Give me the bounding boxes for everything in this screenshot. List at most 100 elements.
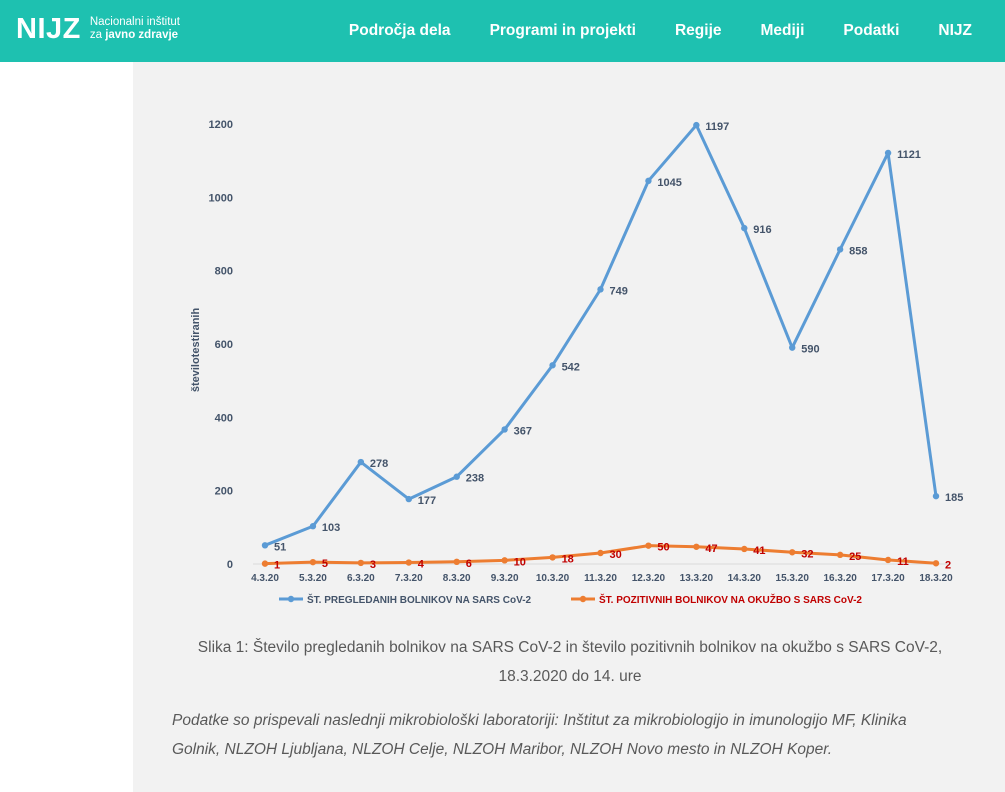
- data-label-positive: 10: [514, 556, 526, 568]
- data-label-tested: 1045: [657, 177, 681, 189]
- data-label-tested: 278: [370, 458, 388, 470]
- data-point-positive: [405, 559, 412, 566]
- nav-mediji[interactable]: Mediji: [760, 22, 805, 39]
- chart-figure: številotestiranih 0 200 400 600 800 1000 1200 4…: [171, 107, 970, 622]
- data-label-tested: 590: [801, 344, 819, 356]
- data-point-tested: [501, 426, 508, 433]
- legend-marker-positive: [579, 595, 587, 603]
- data-point-tested: [789, 344, 796, 351]
- x-tick-label: 6.3.20: [347, 573, 375, 584]
- data-label-positive: 18: [562, 553, 574, 565]
- data-label-tested: 542: [562, 361, 580, 373]
- x-tick-label: 15.3.20: [776, 573, 810, 584]
- x-tick-label: 10.3.20: [536, 573, 570, 584]
- data-point-positive: [549, 554, 556, 561]
- data-label-positive: 25: [849, 551, 861, 563]
- data-point-tested: [693, 121, 700, 129]
- data-point-positive: [789, 549, 796, 556]
- data-label-positive: 11: [897, 556, 909, 568]
- data-point-positive: [741, 545, 748, 553]
- site-header: NIJZ Nacionalni inštitut za javno zdravj…: [0, 0, 1005, 62]
- legend-label-tested: ŠT. PREGLEDANIH BOLNIKOV NA SARS CoV-2: [307, 593, 532, 606]
- logo-mark: NIJZ: [16, 13, 81, 45]
- data-label-positive: 41: [753, 545, 765, 557]
- data-label-positive: 5: [322, 558, 328, 570]
- x-tick-label: 12.3.20: [632, 573, 666, 584]
- nav-programi-in-projekti[interactable]: Programi in projekti: [489, 22, 636, 39]
- data-point-positive: [501, 557, 508, 564]
- logo-line-1: Nacionalni inštitut: [89, 16, 180, 28]
- data-label-positive: 32: [801, 548, 813, 560]
- data-point-positive: [453, 558, 460, 565]
- data-label-positive: 30: [610, 549, 622, 561]
- nijz-logo[interactable]: NIJZ Nacionalni inštitut za javno zdravj…: [16, 14, 180, 44]
- data-label-positive: 3: [370, 559, 376, 571]
- data-label-tested: 51: [274, 541, 286, 553]
- x-tick-label: 18.3.20: [919, 573, 953, 584]
- source-note: Podatke so prispevali naslednji mikrobio…: [172, 706, 972, 764]
- data-point-tested: [645, 177, 652, 185]
- main-navigation: Področja dela Programi in projekti Regij…: [349, 0, 1005, 62]
- data-label-tested: 1121: [897, 149, 921, 161]
- nav-podatki[interactable]: Podatki: [843, 22, 900, 39]
- data-point-positive: [309, 558, 317, 566]
- series-line-tested: [264, 123, 938, 547]
- data-label-tested: 367: [514, 425, 532, 437]
- y-tick-label: 600: [215, 339, 233, 351]
- nav-regije[interactable]: Regije: [674, 22, 722, 39]
- x-tick-label: 13.3.20: [680, 573, 714, 584]
- data-label-positive: 2: [945, 559, 951, 571]
- figure-caption: Slika 1: Število pregledanih bolnikov na…: [160, 633, 980, 691]
- data-label-tested: 858: [849, 245, 867, 257]
- data-label-tested: 749: [610, 285, 628, 297]
- data-label-positive: 6: [466, 558, 472, 570]
- y-tick-label: 1000: [209, 192, 233, 204]
- logo-line-2-bold: javno zdravje: [105, 29, 179, 41]
- data-point-tested: [836, 246, 844, 253]
- data-label-tested: 177: [418, 495, 436, 507]
- nav-nijz[interactable]: NIJZ: [938, 22, 972, 39]
- data-point-tested: [932, 492, 940, 500]
- data-point-positive: [932, 560, 940, 567]
- logo-line-2: za javno zdravje: [90, 29, 180, 42]
- data-label-tested: 185: [945, 492, 963, 504]
- line-chart: številotestiranih 0 200 400 600 800 1000 1200 4…: [190, 119, 963, 606]
- data-point-tested: [405, 495, 412, 503]
- data-point-positive: [261, 560, 269, 567]
- y-tick-label: 400: [215, 412, 233, 424]
- data-label-tested: 103: [322, 522, 340, 534]
- caption-line-1: Slika 1: Število pregledanih bolnikov na…: [197, 639, 943, 656]
- data-point-positive: [645, 542, 652, 549]
- x-tick-label: 11.3.20: [584, 573, 617, 584]
- x-tick-label: 14.3.20: [728, 573, 762, 584]
- y-tick-label: 1200: [209, 119, 233, 131]
- legend-label-positive: ŠT. POZITIVNIH BOLNIKOV NA OKUŽBO S SARS…: [599, 593, 862, 606]
- legend-marker-tested: [287, 595, 295, 603]
- x-tick-label: 16.3.20: [823, 573, 857, 584]
- data-label-positive: 1: [274, 560, 280, 572]
- x-tick-label: 5.3.20: [299, 573, 327, 584]
- data-point-tested: [549, 362, 556, 369]
- data-point-positive: [693, 543, 700, 550]
- y-tick-label: 200: [215, 486, 233, 498]
- y-axis-label: številotestiranih: [190, 308, 202, 393]
- caption-line-2: 18.3.2020 do 14. ure: [498, 668, 642, 685]
- logo-tagline: Nacionalni inštitut za javno zdravje: [90, 16, 180, 42]
- data-label-positive: 47: [705, 543, 717, 555]
- data-point-positive: [884, 556, 892, 564]
- data-label-tested: 916: [753, 224, 771, 236]
- data-point-tested: [309, 523, 317, 530]
- x-tick-label: 17.3.20: [871, 573, 905, 584]
- data-label-positive: 4: [418, 559, 425, 571]
- x-tick-label: 4.3.20: [251, 573, 279, 584]
- y-tick-label: 800: [215, 266, 233, 278]
- data-label-tested: 238: [466, 473, 484, 485]
- nav-podrocja-dela[interactable]: Področja dela: [348, 22, 451, 39]
- x-tick-label: 7.3.20: [395, 573, 423, 584]
- x-tick-label: 8.3.20: [443, 573, 471, 584]
- data-point-tested: [884, 149, 892, 157]
- x-tick-label: 9.3.20: [491, 573, 519, 584]
- data-point-positive: [357, 559, 365, 567]
- data-point-tested: [357, 458, 365, 466]
- data-label-tested: 1197: [705, 121, 729, 133]
